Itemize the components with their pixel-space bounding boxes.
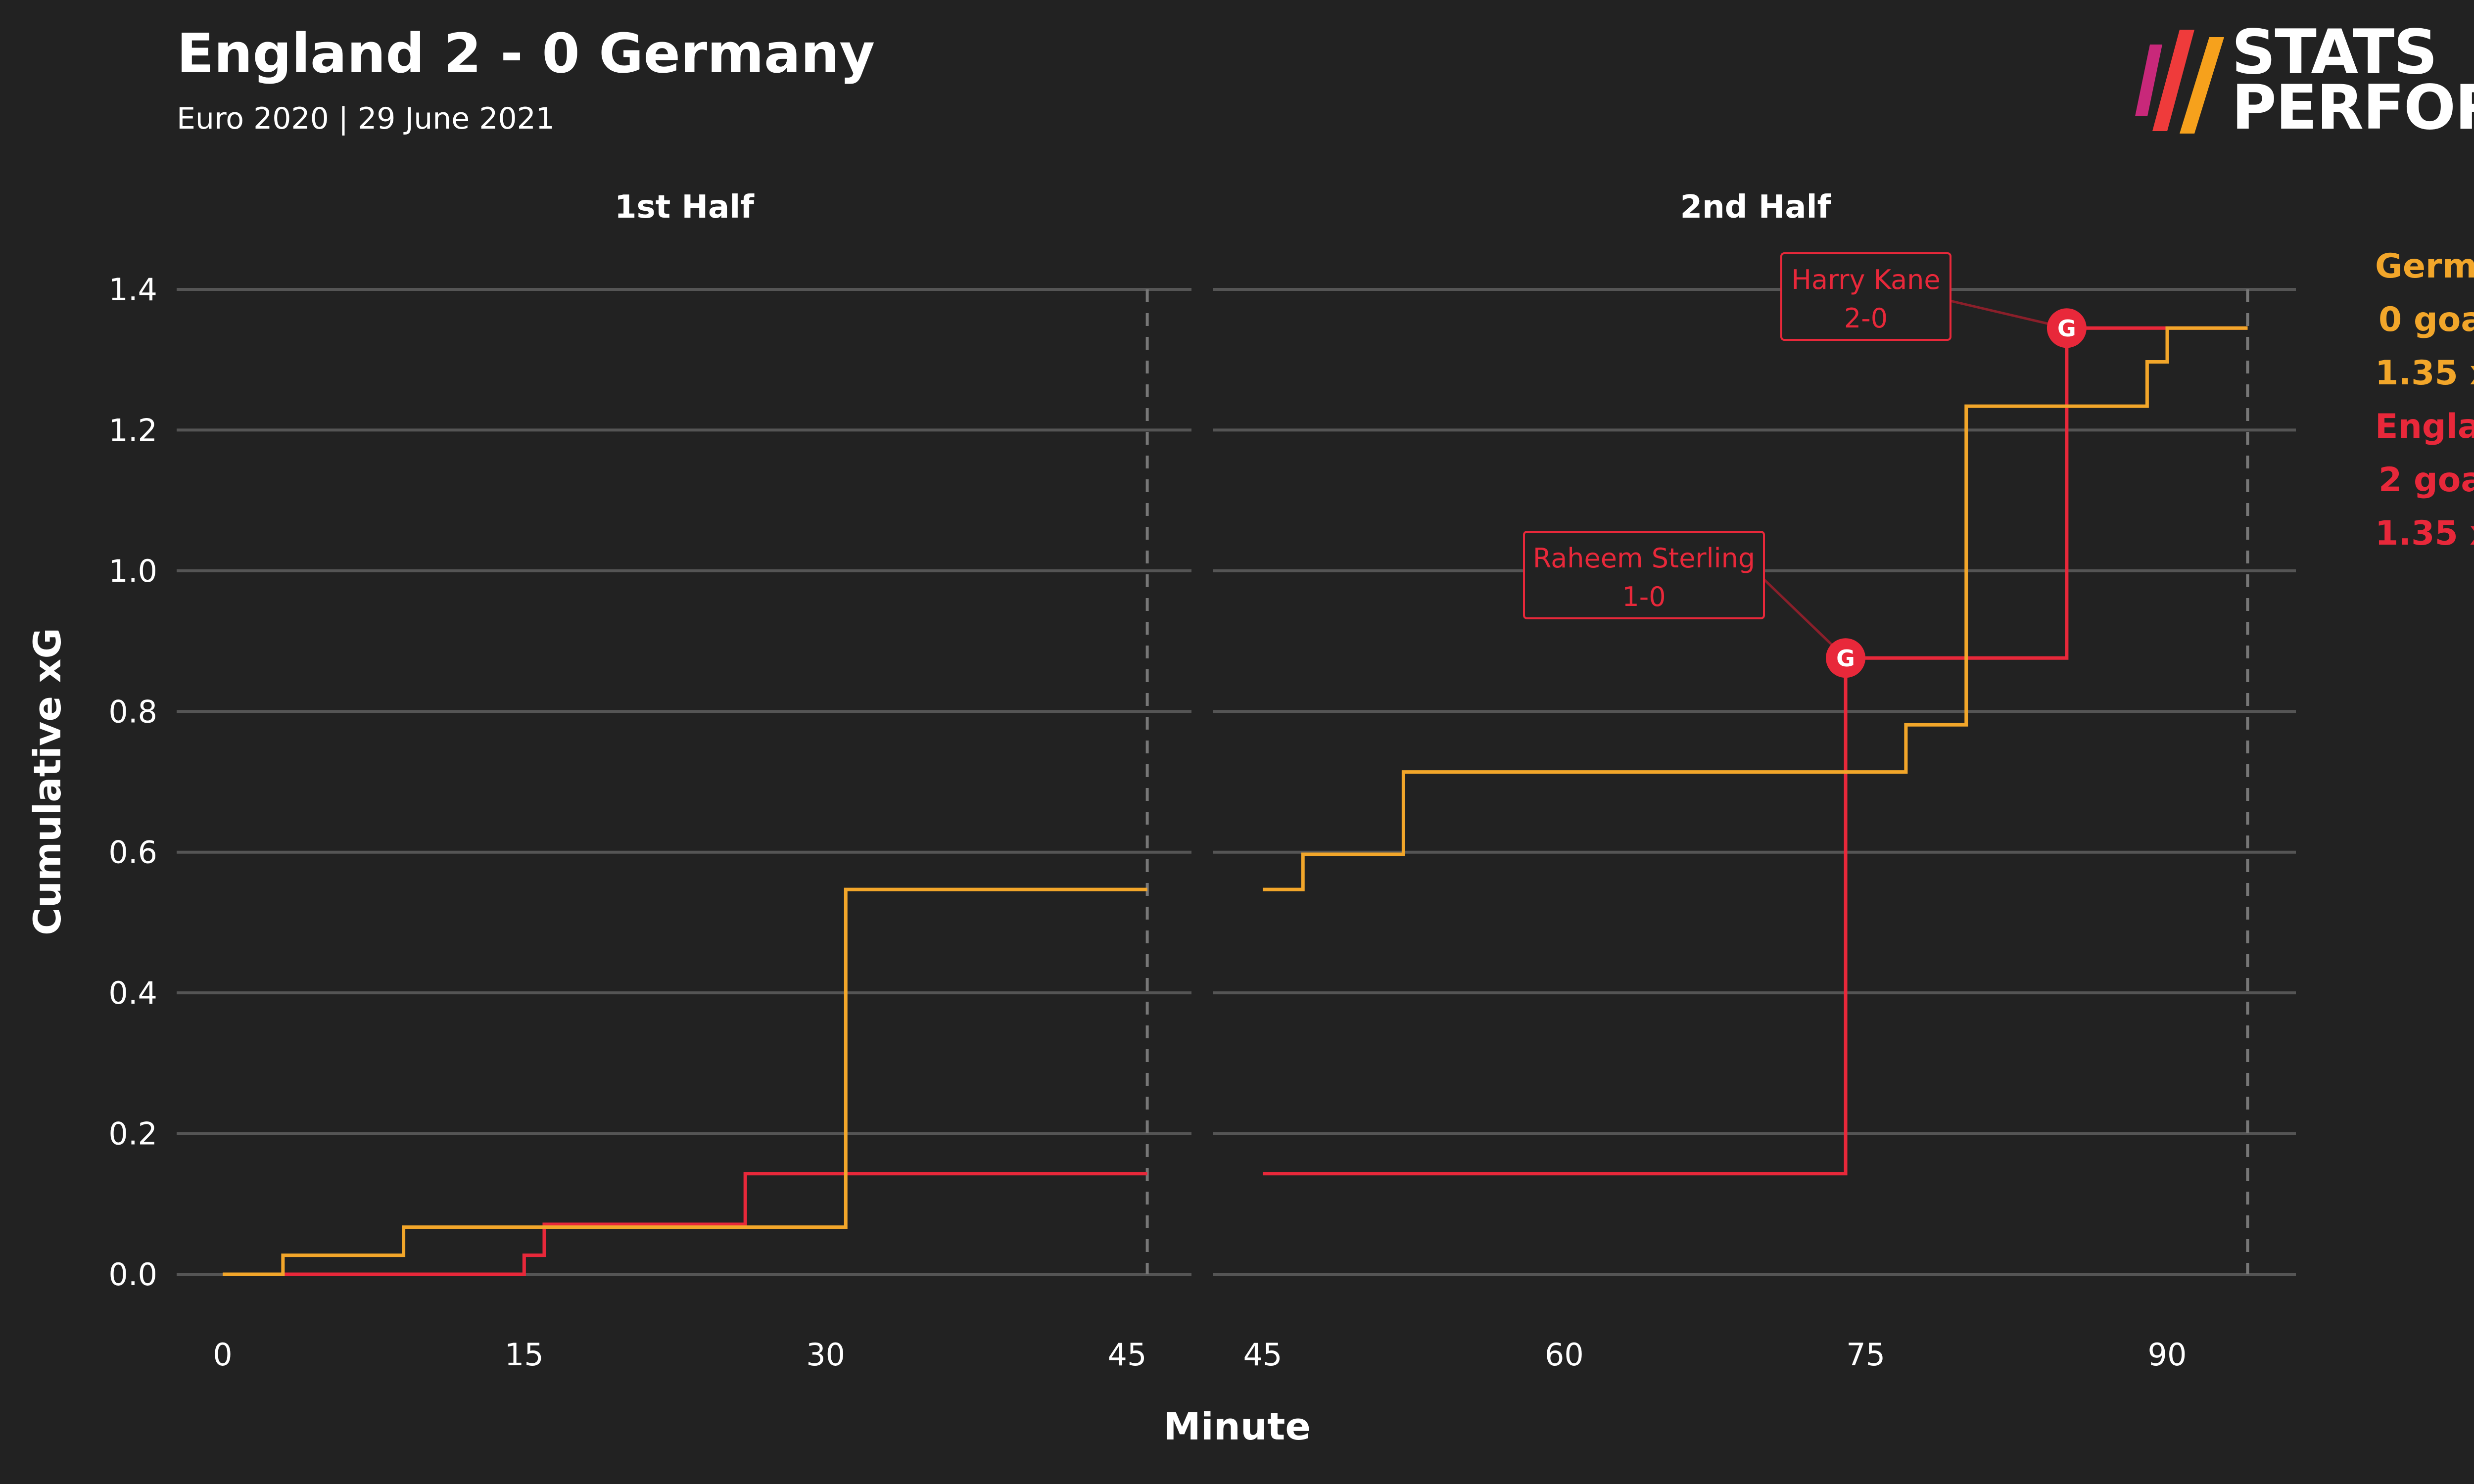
- goal-connector: [1950, 299, 2067, 329]
- x-tick-label: 0: [213, 1337, 232, 1373]
- legend-england-goals: 2 goals: [2378, 461, 2474, 500]
- x-tick-label: 15: [505, 1337, 544, 1373]
- legend: Germany 0 goals 1.35 xG England 2 goals …: [2375, 240, 2474, 560]
- goal-marker-label: G: [2057, 315, 2076, 342]
- goal-score-label: 1-0: [1622, 581, 1665, 612]
- goal-score-label: 2-0: [1844, 303, 1888, 334]
- x-tick-label: 45: [1108, 1337, 1147, 1373]
- legend-germany-goals: 0 goals: [2378, 300, 2474, 339]
- x-tick-label: 60: [1545, 1337, 1584, 1373]
- panel-title-2: 2nd Half: [1680, 189, 1832, 226]
- england-xg-line-2: [1263, 326, 2248, 1176]
- y-tick-label: 0.6: [108, 835, 157, 871]
- y-tick-label: 1.2: [108, 412, 157, 448]
- stats-perform-logo: STATS PERFORM: [2123, 17, 2474, 143]
- x-tick-label: 30: [806, 1337, 845, 1373]
- logo-line-2: PERFORM: [2232, 72, 2474, 143]
- legend-germany-xg: 1.35 xG: [2375, 354, 2474, 393]
- goal-player-label: Raheem Sterling: [1533, 543, 1755, 574]
- germany-xg-line-2: [1263, 326, 2248, 891]
- legend-england-xg: 1.35 xG: [2375, 514, 2474, 553]
- legend-germany-team: Germany: [2375, 247, 2474, 286]
- goal-label-box: [1523, 531, 1765, 619]
- logo-mark-icon: [2135, 30, 2224, 134]
- goal-marker: [1826, 638, 1866, 678]
- y-tick-label: 0.0: [108, 1256, 157, 1293]
- goal-label-box: [1780, 252, 1951, 341]
- y-tick-label: 1.4: [108, 272, 157, 308]
- chart-subtitle: Euro 2020 | 29 June 2021: [177, 101, 555, 136]
- chart-title: England 2 - 0 Germany: [177, 22, 875, 85]
- y-tick-label: 1.0: [108, 553, 157, 589]
- panel-title-1: 1st Half: [615, 189, 755, 226]
- legend-england-team: England: [2375, 407, 2474, 446]
- goal-marker-label: G: [1836, 645, 1855, 672]
- y-tick-label: 0.4: [108, 975, 157, 1011]
- logo-line-1: STATS: [2232, 17, 2438, 88]
- goal-marker: [2046, 308, 2087, 348]
- germany-xg-line-1: [223, 887, 1147, 1276]
- y-tick-label: 0.8: [108, 694, 157, 730]
- logo-wordmark: STATS PERFORM: [2232, 17, 2474, 143]
- y-tick-label: 0.2: [108, 1116, 157, 1152]
- y-axis-label: Cumulative xG: [25, 628, 69, 935]
- x-tick-label: 45: [1243, 1337, 1283, 1373]
- goal-player-label: Harry Kane: [1791, 264, 1940, 295]
- x-axis-label: Minute: [1163, 1404, 1311, 1448]
- england-xg-line-1: [283, 1172, 1147, 1276]
- x-tick-label: 90: [2148, 1337, 2187, 1373]
- x-tick-label: 75: [1846, 1337, 1885, 1373]
